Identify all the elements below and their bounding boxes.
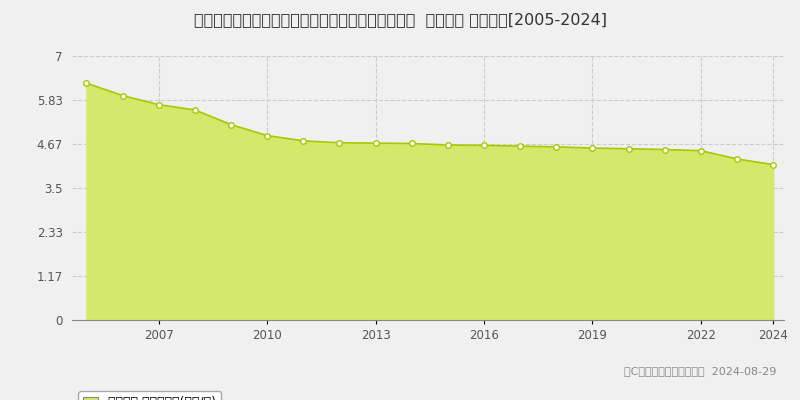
Legend: 地価公示 平均坪単価(万円/坪): 地価公示 平均坪単価(万円/坪) (78, 391, 222, 400)
Text: 埼玉県比企郡川島町大字上大屋敷字蔵前１８６番１  地価公示 地価推移[2005-2024]: 埼玉県比企郡川島町大字上大屋敷字蔵前１８６番１ 地価公示 地価推移[2005-2… (194, 12, 606, 27)
Text: （C）土地価格ドットコム  2024-08-29: （C）土地価格ドットコム 2024-08-29 (624, 366, 776, 376)
